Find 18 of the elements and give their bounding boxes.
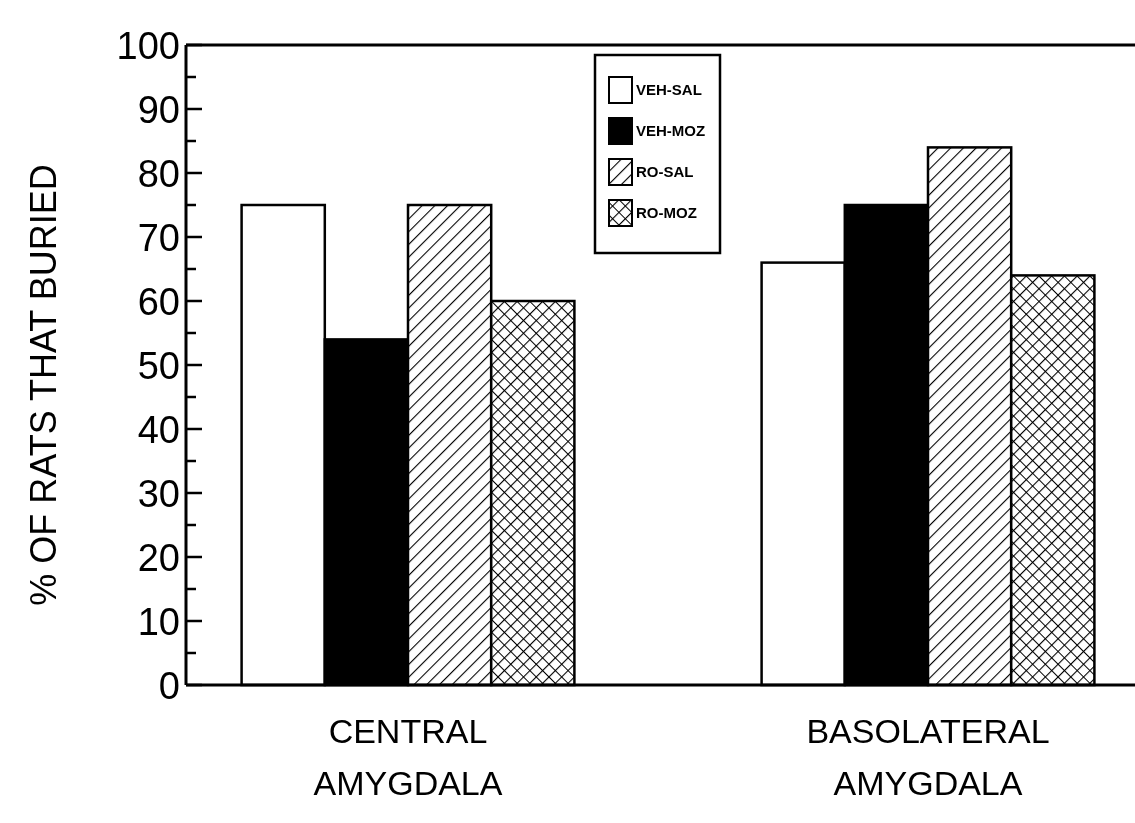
y-tick-label: 60: [137, 280, 180, 323]
x-tick-label: BASOLATERAL AMYGDALA: [806, 712, 1050, 802]
y-tick-label: 100: [116, 24, 180, 67]
y-tick-label: 20: [137, 536, 180, 579]
y-axis-title: % OF RATS THAT BURIED: [23, 164, 64, 606]
legend-label: RO-SAL: [636, 163, 694, 181]
y-tick-label: 90: [137, 88, 180, 131]
legend-label: VEH-SAL: [636, 81, 702, 99]
y-tick-label: 0: [158, 664, 180, 707]
y-tick-label: 30: [137, 472, 180, 515]
y-tick-label: 80: [137, 152, 180, 195]
legend-label: VEH-MOZ: [636, 122, 706, 140]
y-tick-label: 40: [137, 408, 180, 451]
legend-label: RO-MOZ: [636, 204, 697, 222]
y-tick-label: 70: [137, 216, 180, 259]
x-tick-label: CENTRAL AMYGDALA: [313, 712, 503, 802]
y-tick-label: 10: [137, 600, 180, 643]
y-tick-label: 50: [137, 344, 180, 387]
